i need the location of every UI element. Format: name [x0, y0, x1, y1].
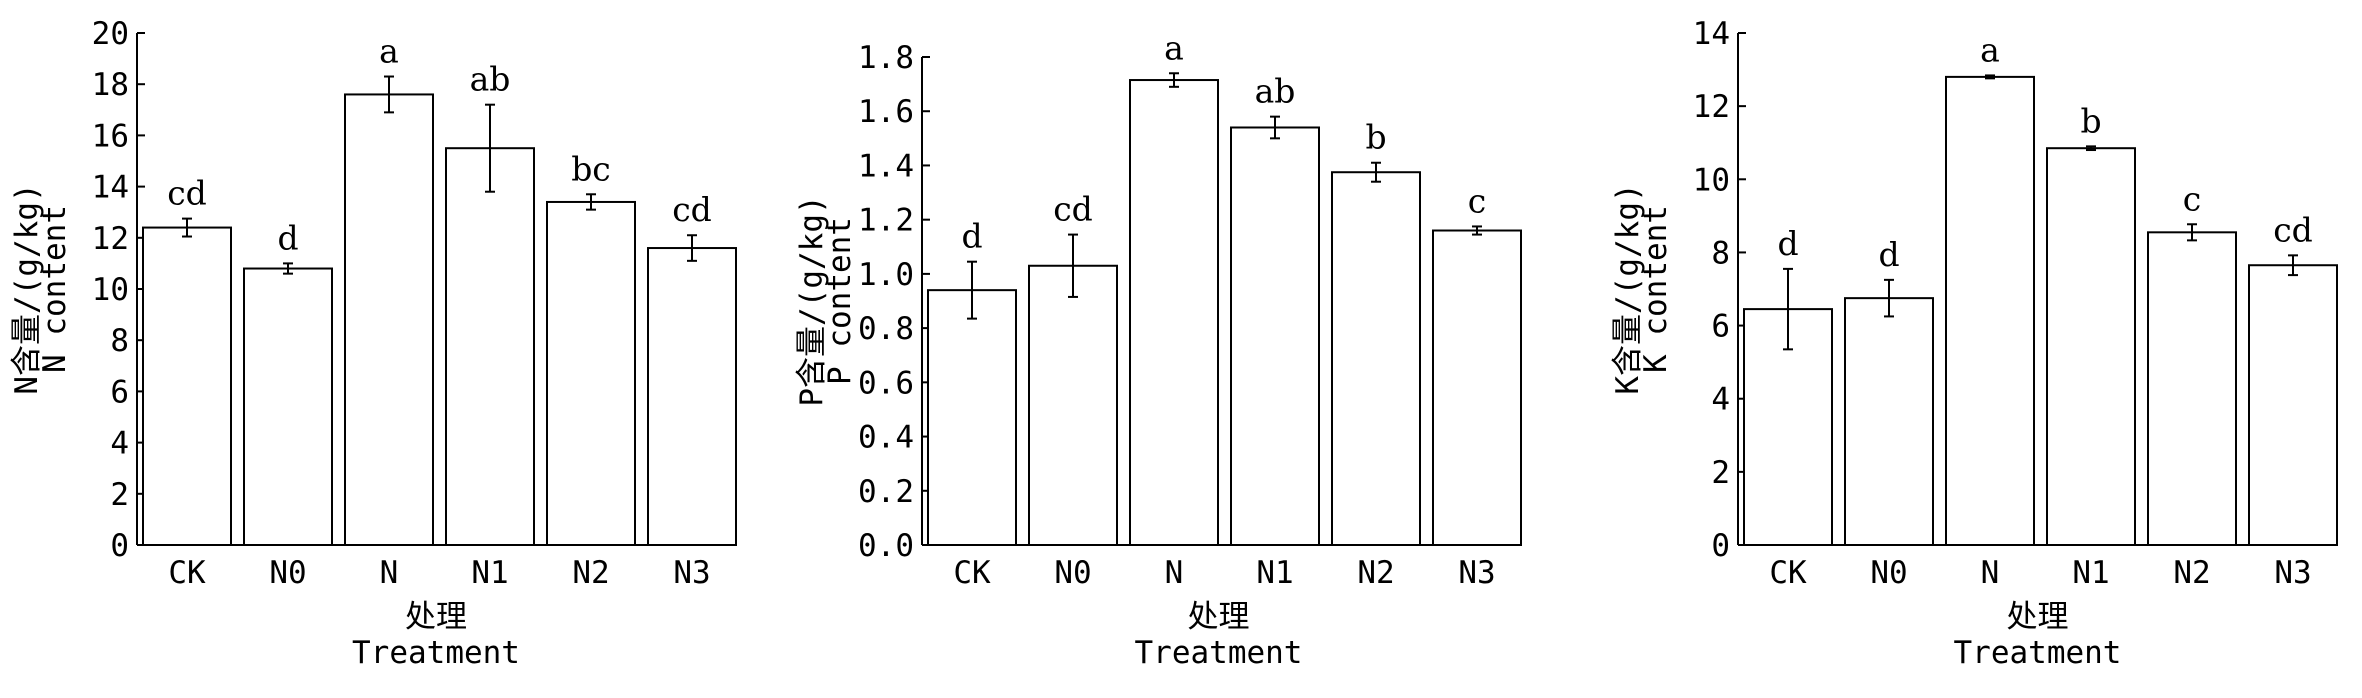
y-tick-label: 4 [1711, 382, 1730, 418]
x-tick-label: CK [1769, 555, 1807, 591]
y-tick-label: 0.6 [858, 365, 914, 401]
y-tick-label: 2 [1711, 455, 1730, 491]
bar [243, 267, 333, 546]
bar [1331, 171, 1421, 546]
x-axis-title: 处理 [405, 599, 467, 635]
x-tick-label: N2 [572, 555, 609, 591]
y-tick-label: 0.0 [858, 528, 914, 564]
bar [142, 226, 232, 546]
bar [344, 93, 434, 546]
bar [1844, 297, 1934, 546]
y-axis-title: P含量/(g/kg) [794, 195, 830, 406]
bar [2147, 231, 2237, 546]
y-axis-title: N含量/(g/kg) [9, 183, 45, 394]
y-tick-label: 0.8 [858, 311, 914, 347]
x-axis-title: 处理 [2007, 599, 2069, 635]
x-axis-title: 处理 [1188, 599, 1250, 635]
y-tick-label: 1.4 [858, 148, 914, 184]
x-axis-title-en: Treatment [352, 635, 520, 671]
y-tick-label: 14 [92, 170, 129, 206]
x-tick-label: N [1165, 555, 1184, 591]
bar [1028, 264, 1118, 546]
x-tick-label: N [380, 555, 399, 591]
significance-letter: c [1468, 181, 1486, 220]
significance-letter: d [1777, 224, 1798, 263]
y-tick-label: 0 [1711, 528, 1730, 564]
significance-letter: ab [1255, 72, 1296, 111]
y-tick-label: 2 [110, 477, 129, 513]
x-tick-label: N1 [1256, 555, 1293, 591]
bar [1230, 126, 1320, 546]
x-axis-title-en: Treatment [1954, 635, 2122, 671]
y-tick-label: 20 [92, 16, 129, 52]
bar [2046, 147, 2136, 546]
x-tick-label: CK [953, 555, 991, 591]
x-tick-label: N1 [2072, 555, 2109, 591]
significance-letter: cd [1053, 190, 1093, 229]
y-tick-label: 10 [1693, 162, 1730, 198]
significance-letter: ab [470, 60, 511, 99]
x-axis-title-en: Treatment [1135, 635, 1303, 671]
significance-letter: c [2183, 179, 2201, 218]
x-tick-label: CK [168, 555, 206, 591]
bar [647, 247, 737, 546]
y-tick-label: 12 [1693, 89, 1730, 125]
chart-panel-3: 0 2 4 6 8 10 12 14 CK N0 N N1 N2 N3 d d a b c cd K含量/(g/kg)K… [1610, 16, 2338, 671]
y-tick-label: 1.6 [858, 94, 914, 130]
y-axis-title-en: N content [37, 205, 73, 373]
y-tick-label: 1.2 [858, 203, 914, 239]
significance-letter: cd [2273, 210, 2313, 249]
y-tick-label: 4 [110, 426, 129, 462]
bar [546, 200, 636, 547]
y-tick-label: 6 [110, 374, 129, 410]
y-tick-label: 6 [1711, 309, 1730, 345]
y-axis-title: K含量/(g/kg) [1610, 183, 1646, 394]
y-axis-title-en: K content [1638, 205, 1674, 373]
x-tick-label: N [1981, 555, 2000, 591]
significance-letter: b [1365, 118, 1386, 157]
significance-letter: d [1878, 235, 1899, 274]
significance-letter: d [961, 217, 982, 256]
x-tick-label: N3 [673, 555, 710, 591]
y-tick-label: 8 [110, 323, 129, 359]
y-tick-label: 0.2 [858, 474, 914, 510]
significance-letter: d [277, 218, 298, 257]
y-tick-label: 0 [110, 528, 129, 564]
significance-letter: b [2080, 101, 2101, 140]
chart-panel-1: 0 2 4 6 8 10 12 14 16 18 20 CK N0 N N1 N2 N3 cd d a ab bc cd N含… [9, 16, 737, 671]
significance-letter: cd [672, 190, 712, 229]
y-tick-label: 16 [92, 118, 129, 154]
bar [1945, 75, 2035, 546]
y-tick-label: 1.8 [858, 40, 914, 76]
bar [2248, 264, 2338, 546]
x-tick-label: N3 [2274, 555, 2311, 591]
x-tick-label: N0 [269, 555, 306, 591]
x-tick-label: N0 [1054, 555, 1091, 591]
bar [445, 147, 535, 546]
x-tick-label: N3 [1458, 555, 1495, 591]
significance-letter: a [1164, 28, 1184, 67]
bar [927, 289, 1017, 546]
significance-letter: bc [571, 149, 611, 188]
y-tick-label: 8 [1711, 235, 1730, 271]
x-tick-label: N1 [471, 555, 508, 591]
y-tick-label: 18 [92, 67, 129, 103]
x-tick-label: N2 [1357, 555, 1394, 591]
y-tick-label: 14 [1693, 16, 1730, 52]
x-tick-label: N2 [2173, 555, 2210, 591]
y-tick-label: 12 [92, 221, 129, 257]
x-tick-label: N0 [1870, 555, 1907, 591]
y-axis-title-en: P content [822, 217, 858, 385]
significance-letter: a [1980, 30, 2000, 69]
chart-panel-2: 0.0 0.2 0.4 0.6 0.8 1.0 1.2 1.4 1.6 1.8 CK N0 N N1 N2 N… [794, 28, 1522, 671]
y-tick-label: 10 [92, 272, 129, 308]
y-tick-label: 0.4 [858, 420, 914, 456]
y-tick-label: 1.0 [858, 257, 914, 293]
significance-letter: a [379, 32, 399, 71]
bar [1129, 79, 1219, 547]
bar [1432, 229, 1522, 546]
significance-letter: cd [167, 174, 207, 213]
